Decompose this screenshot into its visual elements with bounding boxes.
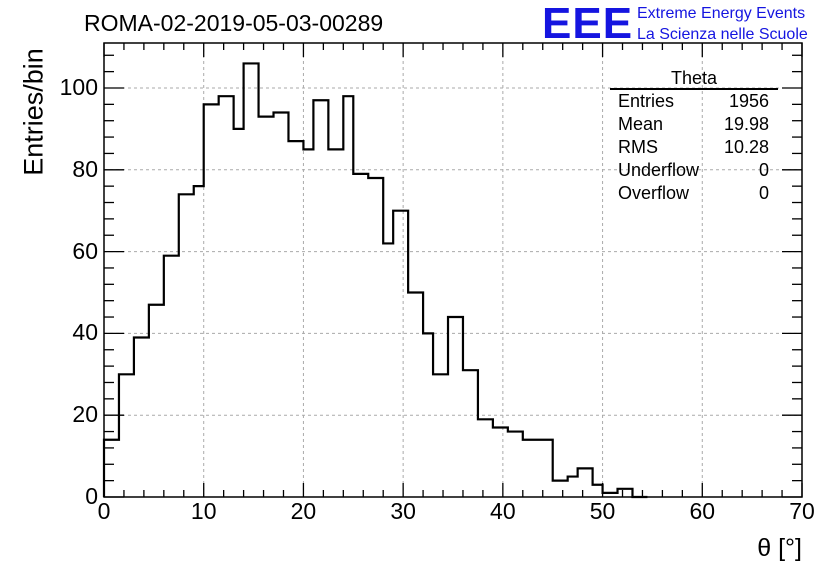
stats-value: 10.28: [723, 137, 769, 157]
histogram-bin: [493, 427, 508, 497]
stats-row-underflow: Underflow 0: [610, 159, 778, 182]
histogram-bin: [393, 211, 408, 497]
histogram-bin: [508, 432, 523, 497]
histogram-bin: [593, 485, 603, 497]
stats-label: RMS: [618, 137, 658, 157]
stats-label: Entries: [618, 91, 675, 111]
x-tick-label: 20: [290, 498, 317, 524]
histogram-bin: [603, 493, 618, 497]
histogram-bin: [119, 374, 134, 497]
histogram-bin: [149, 305, 164, 497]
histogram-bin: [313, 100, 328, 497]
histogram-bin: [288, 141, 303, 497]
histogram-bin: [303, 149, 313, 497]
y-tick-label: 0: [85, 482, 98, 509]
y-tick-label: 20: [72, 401, 98, 428]
histogram-bin: [204, 104, 219, 497]
histogram-bin: [538, 440, 553, 497]
histogram-bin: [478, 419, 493, 497]
stats-label: Overflow: [618, 183, 690, 203]
histogram-bin: [568, 477, 578, 497]
x-tick-label: 60: [689, 498, 716, 524]
histogram-bin: [433, 374, 448, 497]
eee-logo-caption: Extreme Energy Events La Scienza nelle S…: [637, 3, 808, 45]
histogram-bin: [463, 370, 478, 497]
stats-row-overflow: Overflow 0: [610, 182, 778, 205]
x-axis-label: θ [°]: [757, 534, 802, 562]
stats-box: Theta Entries 1956 Mean 19.98 RMS 10.28 …: [610, 68, 778, 205]
y-tick-label: 60: [72, 237, 98, 264]
logo-caption-line1: Extreme Energy Events: [637, 5, 806, 22]
histogram-bin: [383, 243, 393, 497]
y-tick-label: 100: [59, 73, 98, 100]
histogram-bin: [353, 174, 368, 497]
histogram-bin: [234, 129, 244, 497]
stats-divider: [610, 88, 778, 90]
plot-frame: [103, 42, 803, 498]
x-tick-label: 30: [390, 498, 416, 524]
histogram-bin: [219, 96, 234, 497]
histogram-bin: [423, 333, 433, 497]
histogram-bin: [179, 194, 194, 497]
stats-row-entries: Entries 1956: [610, 90, 778, 113]
x-tick-label: 40: [490, 498, 516, 524]
histogram-bin: [553, 481, 568, 497]
histogram-bin: [328, 149, 343, 497]
y-tick-label: 80: [72, 155, 98, 182]
histogram-series-theta: [102, 62, 648, 499]
stats-value: 19.98: [723, 114, 769, 134]
axis-ticks: [103, 43, 803, 498]
histogram-bin: [164, 256, 179, 497]
stats-label: Underflow: [618, 160, 700, 180]
y-axis-label: Entries/bin: [18, 48, 49, 176]
grid-lines: [104, 43, 802, 497]
stats-value: 1956: [728, 91, 769, 111]
logo-caption-line2: La Scienza nelle Scuole: [637, 26, 808, 43]
histogram-bin: [194, 186, 204, 497]
histogram-bin: [134, 337, 149, 497]
histogram-bin: [408, 292, 423, 497]
histogram-bin: [368, 178, 383, 497]
histogram-bin: [244, 63, 259, 497]
histogram-bin: [259, 117, 274, 497]
histogram-bin: [274, 113, 289, 497]
stats-label: Mean: [618, 114, 664, 134]
histogram-bin: [104, 440, 119, 497]
histogram-bin: [448, 317, 463, 497]
x-tick-label: 0: [97, 498, 111, 524]
stats-value: 0: [758, 183, 769, 203]
stats-title: Theta: [670, 68, 718, 88]
x-tick-label: 50: [589, 498, 616, 524]
stats-value: 0: [758, 160, 769, 180]
eee-logo: EEE: [542, 0, 634, 48]
run-title: ROMA-02-2019-05-03-00289: [84, 10, 384, 36]
histogram-bins: [104, 63, 632, 497]
y-tick-label: 40: [72, 319, 98, 346]
histogram-bin: [523, 440, 538, 497]
histogram-bin: [618, 489, 633, 497]
histogram-bin: [578, 468, 593, 497]
x-tick-label: 10: [190, 498, 217, 524]
histogram-bin: [343, 96, 353, 497]
stats-row-mean: Mean 19.98: [610, 113, 778, 136]
stats-row-rms: RMS 10.28: [610, 136, 778, 159]
x-tick-label: 70: [789, 498, 815, 524]
